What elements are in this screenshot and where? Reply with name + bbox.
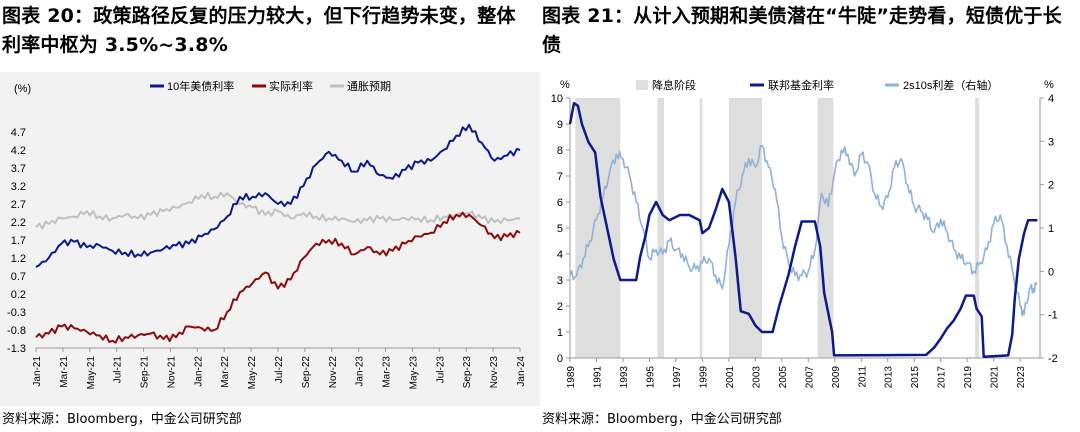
y-tick-label: 2.2 [11, 217, 26, 229]
x-tick-label: 1991 [592, 366, 603, 389]
x-tick-label: 2011 [857, 366, 868, 388]
chart-svg-20: (%) -1.3 -0.8 -0.3 0.2 0.7 1.2 1.7 2.2 2.7 3.2 3.7 4… [7, 79, 527, 390]
x-tick-label: 2019 [963, 366, 974, 389]
y2-tick-label: -2 [1048, 353, 1058, 365]
x-tick-label: 2021 [990, 366, 1001, 389]
y-tick-label: -0.8 [7, 325, 26, 337]
shaded-period [975, 98, 980, 358]
y-tick-label: 8 [557, 145, 563, 157]
x-tick-label: Sep-21 [140, 356, 151, 389]
x-tick-label: 1999 [698, 366, 709, 389]
x-tick-label: 2015 [910, 366, 921, 389]
x-tick-label: 2023 [1016, 366, 1027, 389]
legend-label: 10年美债利率 [167, 79, 234, 93]
x-tick-label: Jul-21 [113, 356, 124, 384]
y-tick-label: 0.7 [11, 271, 26, 283]
x-tick-label: Nov-21 [166, 356, 177, 389]
y-tick-label: -0.3 [7, 307, 26, 319]
x-tick-label: Nov-22 [328, 356, 339, 389]
x-tick-label: Jan-24 [516, 356, 527, 387]
chart-source: 资料来源：Bloomberg，中金公司研究部 [2, 412, 242, 427]
x-tick-label: Mar-21 [59, 356, 70, 388]
shaded-period [817, 98, 834, 358]
x-tick-label: Jul-23 [435, 356, 446, 384]
x-tick-label: Mar-22 [220, 356, 231, 388]
x-tick-label: 2007 [804, 366, 815, 389]
x-tick-label: Sep-22 [301, 356, 312, 389]
y-tick-label: 4 [557, 249, 563, 261]
x-tick-label: 2013 [884, 366, 895, 389]
y-tick-label: 0 [557, 353, 563, 365]
chart-panel-21: 图表 21：从计入预期和美债潜在“牛陡”走势看，短债优于长债 %% 0 1 2 3 4 5 6… [540, 0, 1080, 432]
x-tick-label: 2017 [937, 366, 948, 389]
shaded-period [728, 98, 762, 358]
shaded-period [657, 98, 664, 358]
left-axis-unit: % [560, 79, 570, 91]
chart-source: 资料来源：Bloomberg，中金公司研究部 [542, 412, 782, 427]
x-tick-label: May-21 [86, 356, 97, 390]
y-tick-label: 1.7 [11, 235, 26, 247]
y2-tick-label: -1 [1048, 310, 1058, 322]
x-tick-label: Jan-21 [32, 356, 43, 387]
legend-swatch [636, 80, 648, 90]
y-tick-label: 9 [557, 119, 563, 131]
y-tick-label: 5 [557, 223, 563, 235]
x-tick-label: 1989 [566, 366, 577, 389]
y-tick-label: 3.7 [11, 163, 26, 175]
x-tick-label: Jan-22 [193, 356, 204, 387]
legend-label: 联邦基金利率 [768, 78, 834, 92]
series-line [35, 191, 521, 230]
legend-label: 降息阶段 [652, 78, 696, 92]
x-tick-label: 2003 [751, 366, 762, 389]
x-tick-label: 2001 [725, 366, 736, 389]
series-line [35, 211, 521, 344]
legend-label: 2s10s利差（右轴） [903, 78, 998, 92]
y2-tick-label: 2 [1048, 180, 1054, 192]
chart-area: %% 0 1 2 3 4 5 6 7 8 9 10 -2 -1 0 1 2 3 4 1989 1991 1993 1995 1… [540, 72, 1080, 406]
x-tick-label: 2005 [778, 366, 789, 389]
y-tick-label: 6 [557, 197, 563, 209]
x-tick-label: 1995 [645, 366, 656, 389]
y-tick-label: 2 [557, 301, 563, 313]
chart-title: 图表 21：从计入预期和美债潜在“牛陡”走势看，短债优于长债 [542, 5, 1062, 56]
y2-tick-label: 4 [1048, 93, 1054, 105]
chart-svg-21: % % 0 1 2 3 4 5 6 7 8 9 10 -2 -1 0 1 2 3 4 1989 1991 1993 1995 1… [551, 78, 1058, 389]
y-tick-label: 0.2 [11, 289, 26, 301]
legend-label: 通胀预期 [347, 80, 391, 93]
y-tick-label: 3 [557, 275, 563, 287]
y-axis-unit: (%) [14, 83, 31, 95]
series-line [569, 144, 1038, 317]
y-tick-label: 4.2 [11, 145, 26, 157]
series-line [35, 123, 521, 268]
y-tick-label: 7 [557, 171, 563, 183]
x-tick-label: Sep-23 [462, 356, 473, 389]
x-tick-label: May-22 [247, 356, 258, 390]
x-tick-label: May-23 [408, 356, 419, 390]
y-tick-label: 1 [557, 327, 563, 339]
chart-area: (%) -1.3 -0.8 -0.3 0.2 0.7 1.2 1.7 2.2 2.7 3.2 3.7 4… [0, 72, 540, 406]
shaded-period [575, 98, 621, 358]
x-tick-label: Jul-22 [274, 356, 285, 384]
x-tick-label: 2009 [831, 366, 842, 389]
y2-tick-label: 3 [1048, 136, 1054, 148]
y-tick-label: -1.3 [7, 343, 26, 355]
y2-tick-label: 1 [1048, 223, 1054, 235]
x-tick-label: 1997 [672, 366, 683, 389]
y-tick-label: 4.7 [11, 127, 26, 139]
y2-tick-label: 0 [1048, 266, 1054, 278]
right-axis-unit: % [1044, 79, 1054, 91]
x-tick-label: Nov-23 [489, 356, 500, 389]
legend-label: 实际利率 [269, 79, 313, 93]
chart-panel-20: 图表 20：政策路径反复的压力较大，但下行趋势未变，整体利率中枢为 3.5%~3… [0, 5, 540, 427]
series-line [568, 101, 1038, 358]
x-tick-label: Mar-23 [382, 356, 393, 388]
chart-title: 图表 20：政策路径反复的压力较大，但下行趋势未变，整体利率中枢为 3.5%~3… [2, 5, 516, 56]
x-tick-label: 1993 [619, 366, 630, 389]
y-tick-label: 3.2 [11, 181, 26, 193]
x-tick-label: Jan-23 [355, 356, 366, 387]
y-tick-label: 1.2 [11, 253, 26, 265]
y-tick-label: 10 [551, 93, 563, 105]
y-tick-label: 2.7 [11, 199, 26, 211]
